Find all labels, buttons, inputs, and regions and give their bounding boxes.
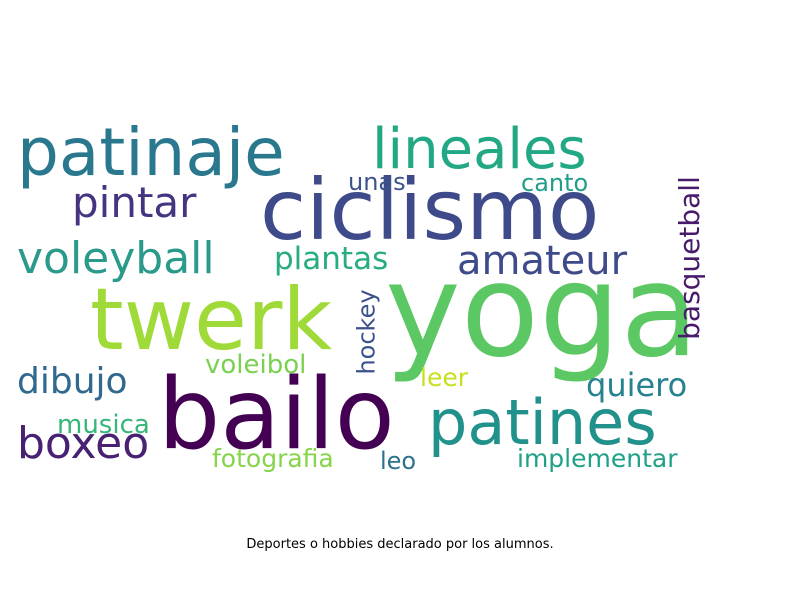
word-boxeo: boxeo: [17, 418, 150, 469]
word-plantas: plantas: [274, 241, 389, 277]
word-quiero: quiero: [586, 366, 688, 404]
word-basquetball: basquetball: [672, 176, 706, 340]
word-dibujo: dibujo: [17, 361, 128, 402]
word-unas: unas: [348, 168, 406, 196]
word-canto: canto: [521, 169, 589, 197]
word-hockey: hockey: [352, 289, 381, 375]
word-patines: patines: [428, 386, 657, 459]
word-implementar: implementar: [517, 444, 678, 473]
word-amateur: amateur: [457, 238, 628, 284]
word-fotografia: fotografia: [212, 444, 334, 473]
word-leo: leo: [380, 447, 417, 475]
word-yoga: yoga: [385, 237, 699, 386]
word-voleibol: voleibol: [205, 350, 307, 380]
word-pintar: pintar: [72, 178, 197, 227]
figure-caption: Deportes o hobbies declarado por los alu…: [246, 537, 554, 552]
word-leer: leer: [420, 363, 468, 392]
word-lineales: lineales: [372, 117, 587, 182]
word-twerk: twerk: [90, 270, 333, 370]
word-patinaje: patinaje: [17, 114, 285, 191]
word-voleyball: voleyball: [17, 233, 215, 284]
word-bailo: bailo: [158, 358, 395, 472]
word-musica: musica: [57, 410, 150, 440]
word-ciclismo: ciclismo: [260, 161, 600, 259]
